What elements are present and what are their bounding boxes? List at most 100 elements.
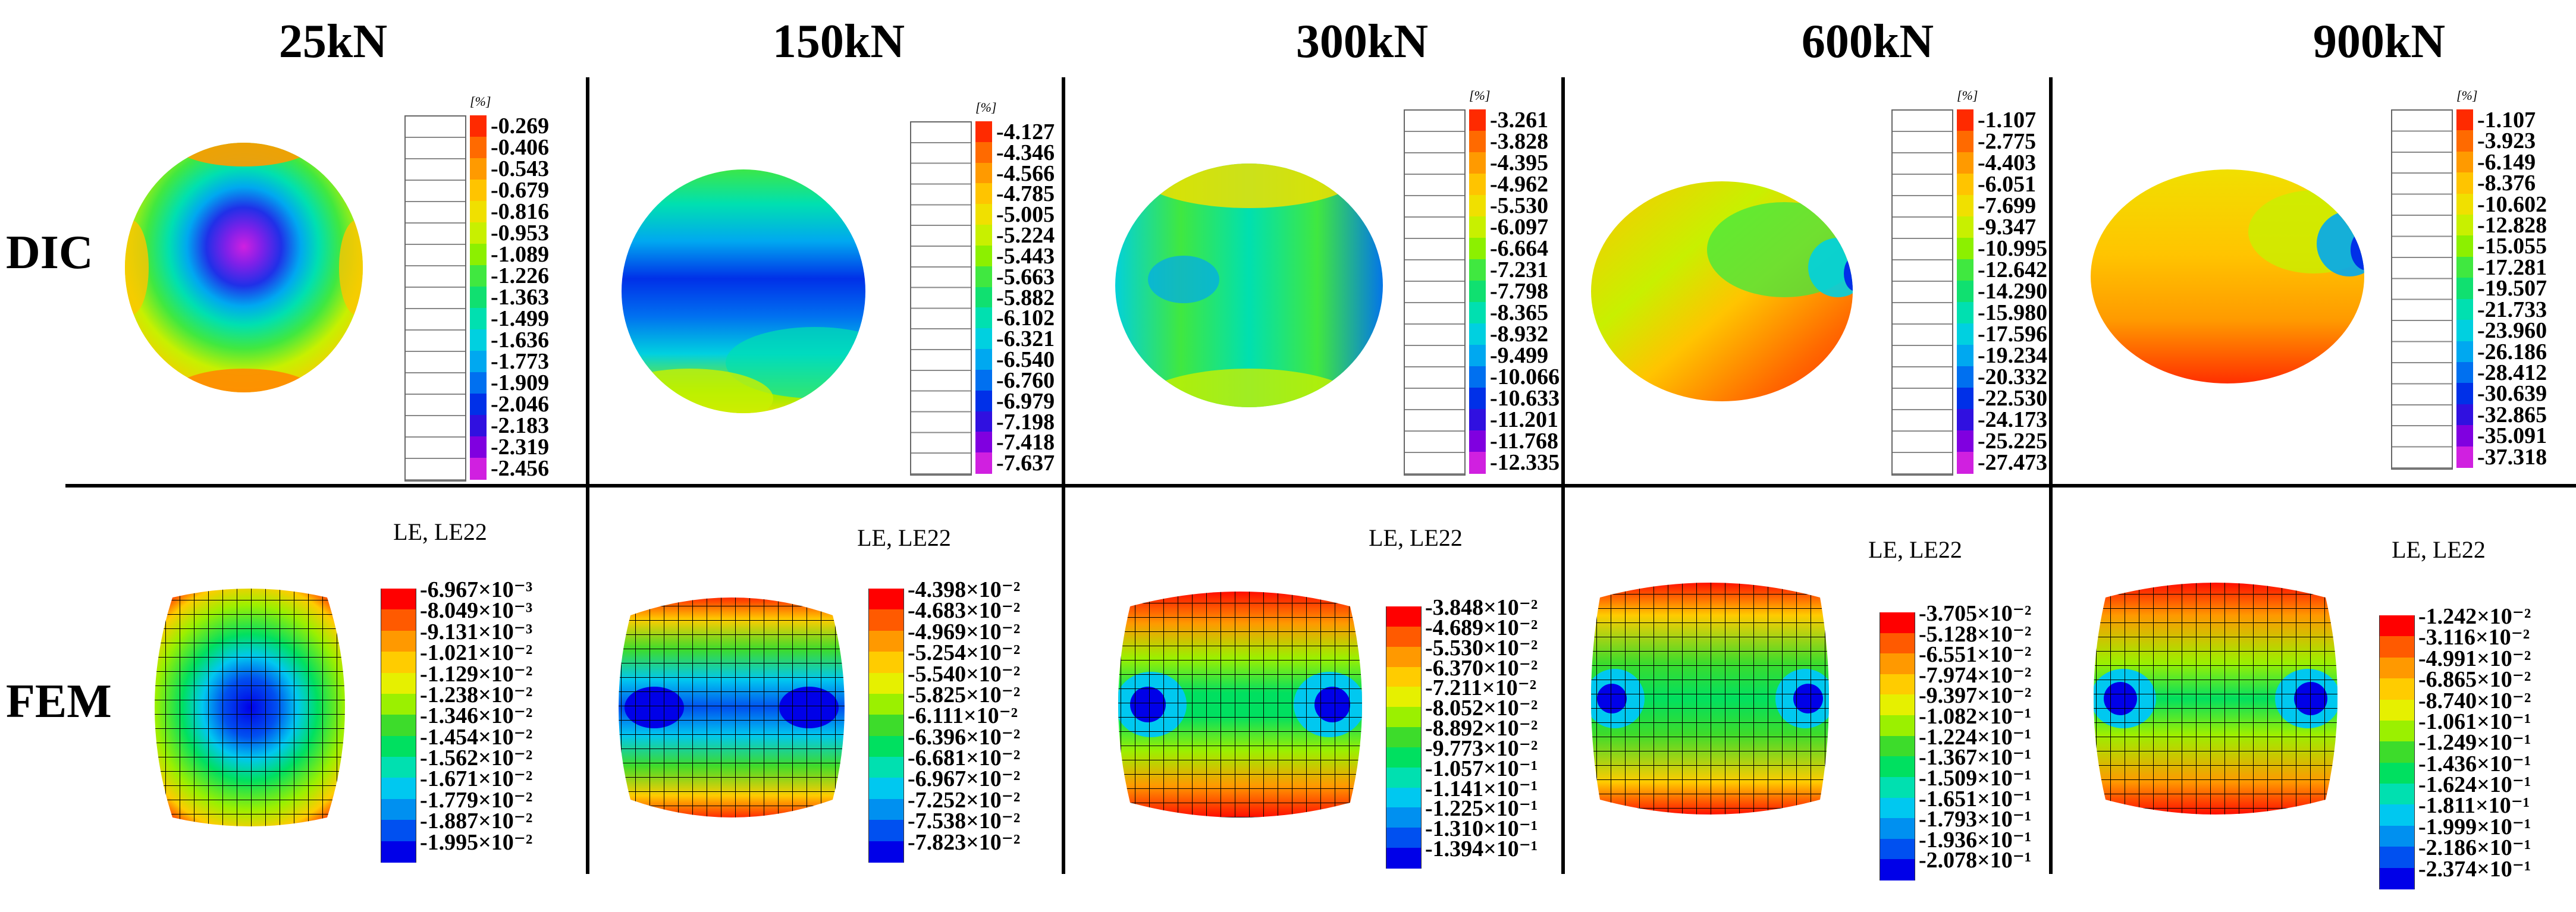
dic-legend-label: -26.186 bbox=[2477, 339, 2547, 364]
fem-legend-label: -1.793×10⁻¹ bbox=[1919, 807, 2032, 832]
fem-legend-label: -8.740×10⁻² bbox=[2418, 688, 2531, 713]
fem-legend-swatch bbox=[381, 609, 416, 631]
fem-legend-swatch bbox=[2379, 847, 2415, 869]
dic-legend-swatch bbox=[1469, 409, 1486, 431]
dic-legend-swatch bbox=[2456, 215, 2473, 237]
dic-legend-label: -6.760 bbox=[996, 367, 1055, 393]
fem-legend-label: -1.562×10⁻² bbox=[420, 746, 533, 771]
dic-legend-swatch bbox=[470, 329, 487, 351]
dic-legend-label: -1.107 bbox=[2477, 108, 2536, 133]
dic-legend-swatch bbox=[975, 162, 992, 184]
fem-legend-swatch bbox=[1880, 694, 1915, 716]
dic-legend-swatch bbox=[2456, 256, 2473, 279]
dic-legend-swatch bbox=[975, 204, 992, 226]
dic-legend-swatch bbox=[1957, 302, 1973, 324]
fem-legend-swatch bbox=[1386, 828, 1422, 849]
fem-legend-label: -1.651×10⁻¹ bbox=[1919, 786, 2032, 812]
dic-unit-600kn: [%] bbox=[1957, 88, 1978, 103]
dic-legend-label: -1.226 bbox=[491, 263, 550, 288]
fem-legend-label: -7.974×10⁻² bbox=[1919, 662, 2032, 688]
dic-legend-swatch bbox=[975, 349, 992, 370]
dic-legend-label: -14.290 bbox=[1978, 279, 2048, 304]
dic-legend-swatch bbox=[975, 225, 992, 246]
column-title-900kn: 900kN bbox=[2313, 15, 2446, 68]
dic-histogram-300kn bbox=[1404, 109, 1466, 476]
fem-legend-swatch bbox=[1880, 674, 1915, 696]
fem-legend-swatch bbox=[381, 672, 416, 694]
dic-legend-label: -0.269 bbox=[491, 114, 550, 139]
fem-legend-swatch bbox=[1880, 756, 1915, 778]
dic-legend-label: -25.225 bbox=[1978, 429, 2048, 454]
fem-legend-label: -1.454×10⁻² bbox=[420, 724, 533, 750]
fem-legend-label: -1.367×10⁻¹ bbox=[1919, 745, 2032, 771]
dic-legend-label: -12.335 bbox=[1490, 450, 1560, 475]
fem-legend-swatch bbox=[868, 672, 904, 694]
fem-legend-label: -7.252×10⁻² bbox=[908, 787, 1021, 813]
dic-legend-swatch bbox=[1957, 366, 1973, 388]
fem-legend-swatch bbox=[381, 652, 416, 674]
fem-mesh-25kn bbox=[155, 589, 345, 826]
dic-legend-swatch bbox=[2456, 361, 2473, 384]
dic-legend-swatch bbox=[975, 245, 992, 267]
dic-legend-swatch bbox=[1469, 238, 1486, 260]
fem-legend-swatch bbox=[2379, 678, 2415, 700]
dic-legend-label: -1.909 bbox=[491, 370, 550, 395]
fem-legend-label: -8.052×10⁻² bbox=[1425, 696, 1538, 721]
dic-legend-swatch bbox=[2456, 425, 2473, 447]
fem-legend-swatch bbox=[868, 798, 904, 821]
fem-legend-label: -1.249×10⁻¹ bbox=[2418, 730, 2531, 756]
fem-legend-swatch bbox=[1880, 715, 1915, 737]
fem-legend-label: -3.705×10⁻² bbox=[1919, 601, 2032, 626]
fem-legend-swatch bbox=[1386, 626, 1422, 647]
dic-legend-label: -1.089 bbox=[491, 242, 550, 267]
fem-legend-label: -1.129×10⁻² bbox=[420, 661, 533, 687]
column-divider-3 bbox=[1561, 77, 1565, 874]
dic-legend-label: -2.456 bbox=[491, 456, 550, 481]
fem-legend-label: -4.689×10⁻² bbox=[1425, 615, 1538, 640]
dic-legend-label: -6.149 bbox=[2477, 149, 2536, 175]
fem-legend-label: -1.021×10⁻² bbox=[420, 640, 533, 666]
dic-legend-label: -10.995 bbox=[1978, 236, 2048, 261]
dic-legend-swatch bbox=[1469, 366, 1486, 388]
dic-legend-label: -11.768 bbox=[1490, 429, 1559, 454]
dic-legend-swatch bbox=[1469, 345, 1486, 367]
dic-legend-swatch bbox=[1957, 216, 1973, 238]
dic-histogram-600kn bbox=[1891, 109, 1953, 476]
fem-legend-swatch bbox=[381, 589, 416, 611]
dic-legend-label: -0.679 bbox=[491, 178, 550, 203]
dic-legend-label: -24.173 bbox=[1978, 407, 2048, 432]
dic-legend-label: -6.102 bbox=[996, 306, 1055, 331]
dic-legend-label: -12.828 bbox=[2477, 213, 2547, 238]
fem-legend-swatch bbox=[381, 841, 416, 863]
fem-legend-label: -1.242×10⁻² bbox=[2418, 604, 2531, 629]
dic-legend-label: -0.953 bbox=[491, 221, 550, 246]
fem-legend-label: -6.111×10⁻² bbox=[908, 703, 1018, 729]
fem-legend-label: -7.823×10⁻² bbox=[908, 829, 1021, 855]
dic-legend-label: -1.773 bbox=[491, 349, 550, 374]
fem-legend-label: -8.892×10⁻² bbox=[1425, 716, 1538, 741]
column-divider-1 bbox=[586, 77, 589, 874]
dic-legend-label: -9.499 bbox=[1490, 343, 1549, 368]
fem-legend-swatch bbox=[1386, 807, 1422, 829]
fem-legend-swatch bbox=[868, 652, 904, 674]
dic-contour-300kn bbox=[1115, 163, 1383, 407]
fem-legend-label: -2.186×10⁻¹ bbox=[2418, 835, 2531, 861]
fem-legend-swatch bbox=[1880, 653, 1915, 675]
fem-legend-swatch bbox=[2379, 720, 2415, 743]
dic-unit-150kn: [%] bbox=[975, 100, 997, 115]
fem-legend-swatch bbox=[1386, 666, 1422, 688]
dic-legend-label: -7.231 bbox=[1490, 257, 1549, 282]
dic-legend-label: -6.051 bbox=[1978, 172, 2037, 197]
dic-legend-label: -5.530 bbox=[1490, 193, 1549, 218]
dic-legend-label: -6.979 bbox=[996, 388, 1055, 414]
dic-legend-label: -32.865 bbox=[2477, 402, 2547, 427]
dic-legend-label: -1.499 bbox=[491, 306, 550, 331]
dic-legend-label: -4.785 bbox=[996, 181, 1055, 207]
fem-legend-label: -9.773×10⁻² bbox=[1425, 735, 1538, 761]
dic-legend-label: -2.319 bbox=[491, 435, 550, 460]
dic-legend-label: -4.346 bbox=[996, 140, 1055, 165]
fem-legend-label: -1.436×10⁻¹ bbox=[2418, 751, 2531, 776]
column-title-25kn: 25kN bbox=[278, 15, 388, 68]
dic-legend-swatch bbox=[1957, 281, 1973, 303]
dic-legend-label: -9.347 bbox=[1978, 215, 2037, 240]
